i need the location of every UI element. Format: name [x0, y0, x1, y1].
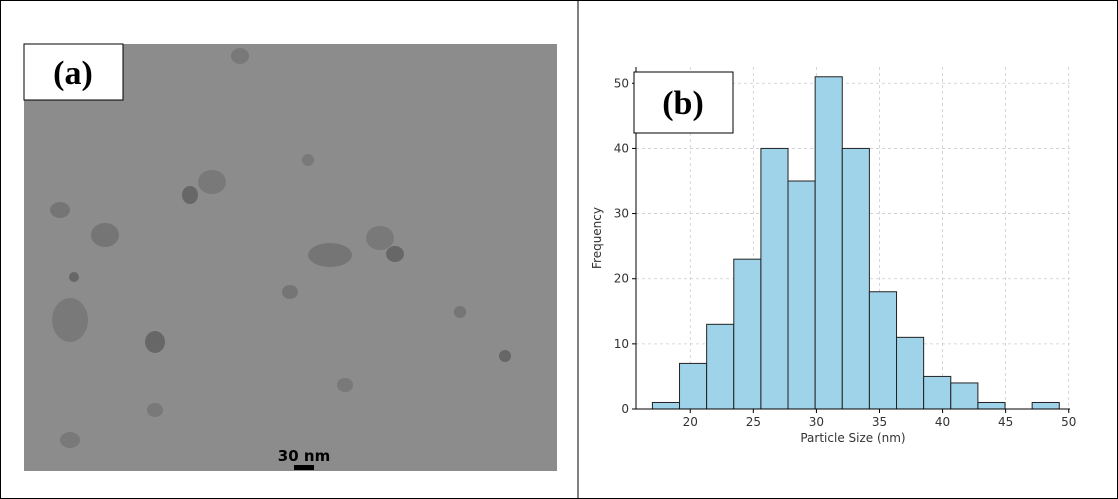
bar — [814, 76, 843, 410]
bar — [923, 375, 952, 410]
tem-image — [24, 44, 557, 471]
bar — [841, 147, 870, 410]
bar — [787, 180, 816, 410]
label-box — [633, 71, 734, 134]
y-tick-label: 0 — [621, 402, 629, 416]
bar — [950, 382, 979, 410]
y-tick-label: 10 — [614, 337, 629, 351]
scale-bar-label: 30 nm — [278, 447, 330, 465]
x-axis-label: Particle Size (nm) — [800, 431, 905, 445]
y-axis-label: Frequency — [590, 207, 604, 269]
x-tick-label: 25 — [746, 415, 761, 429]
x-tick-label: 30 — [809, 415, 824, 429]
bar — [896, 336, 925, 410]
bar — [651, 401, 681, 410]
bar — [706, 323, 735, 410]
y-tick-label: 50 — [614, 76, 629, 90]
panel-label: (a) — [53, 55, 93, 92]
y-tick-label: 40 — [614, 141, 629, 155]
x-tick-label: 20 — [683, 415, 698, 429]
histogram: 0 10 20 30 40 50 20 25 30 35 40 45 50 Particle Size (… — [590, 67, 1076, 445]
x-tick-label: 40 — [935, 415, 950, 429]
bar — [679, 362, 708, 410]
bar — [977, 401, 1006, 410]
x-tick-label: 35 — [872, 415, 887, 429]
bar — [1031, 401, 1060, 410]
label-box — [23, 43, 124, 101]
x-tick-label: 45 — [998, 415, 1013, 429]
panel-label: (b) — [662, 85, 704, 122]
bar — [760, 147, 789, 410]
bar — [868, 291, 898, 410]
x-tick-label: 50 — [1061, 415, 1076, 429]
y-tick-label: 20 — [614, 272, 629, 286]
bar — [733, 258, 762, 410]
y-tick-label: 30 — [614, 207, 629, 221]
